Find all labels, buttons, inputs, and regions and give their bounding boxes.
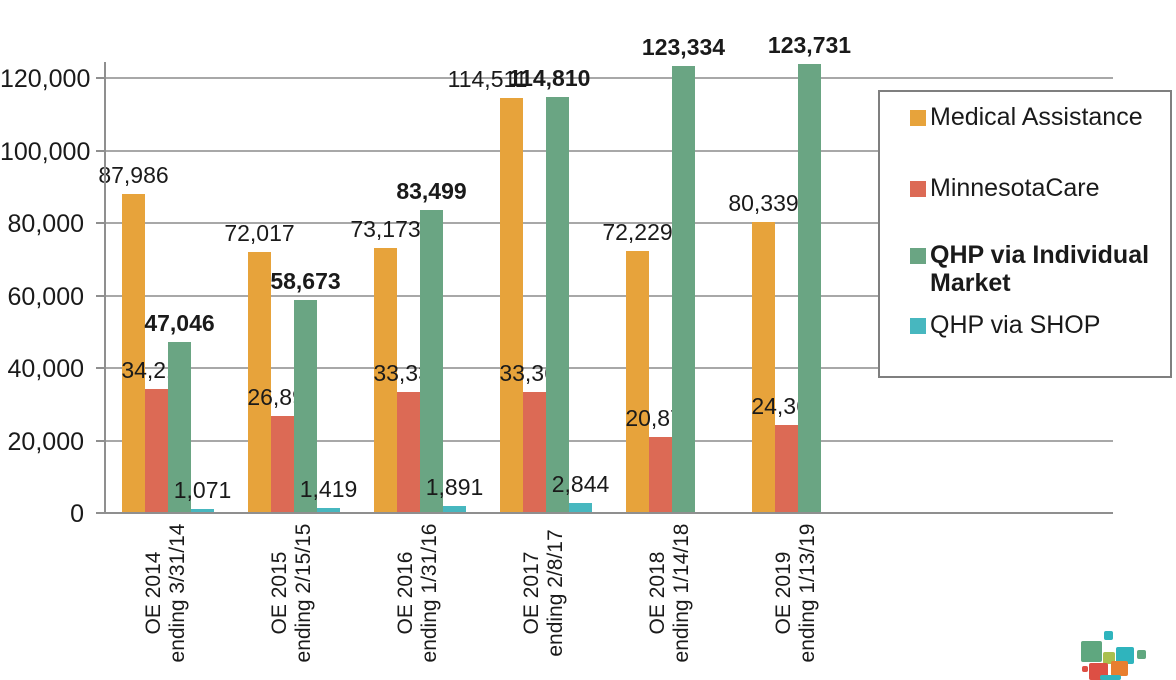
legend-label: MinnesotaCare [930,174,1100,202]
bar-medical-assistance-3 [374,247,397,513]
category-line2: ending 2/15/15 [292,523,315,663]
data-label: 114,511 [447,65,528,92]
x-axis-line [96,512,1113,514]
data-label: 83,499 [396,178,467,205]
y-axis-tick [96,222,104,224]
bar-qhp-via-individual-market-3 [420,210,443,513]
x-category-label: OE 2019 ending 1/13/19 [772,518,822,668]
data-label: 1,419 [299,475,358,502]
data-label: 72,017 [224,219,295,246]
y-axis-tick [96,294,104,297]
x-category-label: OE 2017 ending 2/8/17 [520,518,570,668]
category-line1: OE 2015 [268,551,291,635]
data-label: 1,891 [425,474,484,501]
legend-swatch-icon [910,110,926,126]
data-label: 58,673 [270,268,341,295]
y-axis-tick [96,439,104,442]
bar-qhp-via-individual-market-4 [546,96,569,513]
data-label: 87,986 [98,162,169,189]
bar-qhp-via-shop-4 [569,502,592,513]
category-line1: OE 2014 [142,551,165,635]
y-axis-tick [96,367,104,369]
data-label: 80,339 [728,189,799,216]
y-tick-label: 60,000 [7,282,84,311]
y-tick-label: 40,000 [7,355,84,383]
bar-medical-assistance-2 [248,251,271,513]
y-tick-label: 120,000 [0,65,91,93]
legend-label: QHP via SHOP [930,311,1101,339]
bar-qhp-via-individual-market-6 [798,64,821,513]
data-label: 2,844 [551,470,610,497]
bar-qhp-via-shop-3 [443,506,466,513]
legend: Medical Assistance MinnesotaCare QHP via I… [878,90,1172,378]
data-label: 72,229 [602,219,673,246]
x-category-label: OE 2015 ending 2/15/15 [268,518,318,668]
gridline [104,294,1113,297]
y-axis-tick [96,149,104,152]
category-line2: ending 1/14/18 [670,523,693,663]
logo-square [1082,666,1088,672]
data-label: 114,810 [508,64,591,91]
legend-swatch-icon [910,181,926,197]
data-label: 47,046 [144,310,215,337]
bar-qhp-via-individual-market-2 [294,300,317,513]
category-line2: ending 2/8/17 [544,529,567,657]
bar-medical-assistance-1 [122,194,145,513]
y-tick-label: 0 [70,500,84,528]
y-tick-label: 80,000 [7,210,84,238]
bar-minnesotacare-1 [145,388,168,513]
category-line1: OE 2016 [394,551,417,635]
category-line2: ending 1/13/19 [796,523,819,663]
logo-square [1116,647,1134,664]
bar-medical-assistance-5 [626,251,649,513]
y-tick-label: 100,000 [0,137,91,166]
category-line1: OE 2017 [520,551,543,635]
data-label: 1,071 [173,477,232,504]
gridline [104,77,1113,79]
bar-medical-assistance-4 [500,97,523,513]
legend-swatch-icon [910,318,926,334]
y-tick-label: 20,000 [7,427,84,456]
x-category-label: OE 2016 ending 1/31/16 [394,518,444,668]
x-category-label: OE 2018 ending 1/14/18 [646,518,696,668]
category-line2: ending 1/31/16 [418,523,441,663]
data-label: 123,731 [767,32,852,59]
bar-minnesotacare-4 [523,392,546,513]
bar-minnesotacare-5 [649,437,672,513]
bar-minnesotacare-2 [271,415,294,513]
logo-square [1100,675,1121,680]
gridline [104,367,1113,369]
bar-qhp-via-individual-market-1 [168,342,191,513]
legend-swatch-icon [910,248,926,264]
bar-qhp-via-shop-1 [191,509,214,513]
category-line1: OE 2018 [646,551,669,635]
logo-square [1111,661,1128,676]
y-axis-line [104,62,106,513]
data-label: 123,334 [641,33,726,60]
x-category-label: OE 2014 ending 3/31/14 [142,518,192,668]
legend-label: QHP via Individual Market [930,241,1150,297]
gridline [104,439,1113,442]
bar-qhp-via-shop-2 [317,507,340,513]
gridline [104,222,1113,224]
bar-medical-assistance-6 [752,221,775,513]
y-axis-tick [96,77,104,79]
data-label: 73,173 [350,215,421,242]
bar-qhp-via-individual-market-5 [672,65,695,513]
gridline [104,149,1113,152]
category-line2: ending 3/31/14 [166,523,189,663]
bar-minnesotacare-6 [775,424,798,513]
logo-square [1081,641,1102,662]
bar-minnesotacare-3 [397,392,420,513]
category-line1: OE 2019 [772,551,795,635]
logo-square [1104,631,1113,640]
logo-square [1137,650,1146,659]
legend-label: Medical Assistance [930,103,1143,131]
